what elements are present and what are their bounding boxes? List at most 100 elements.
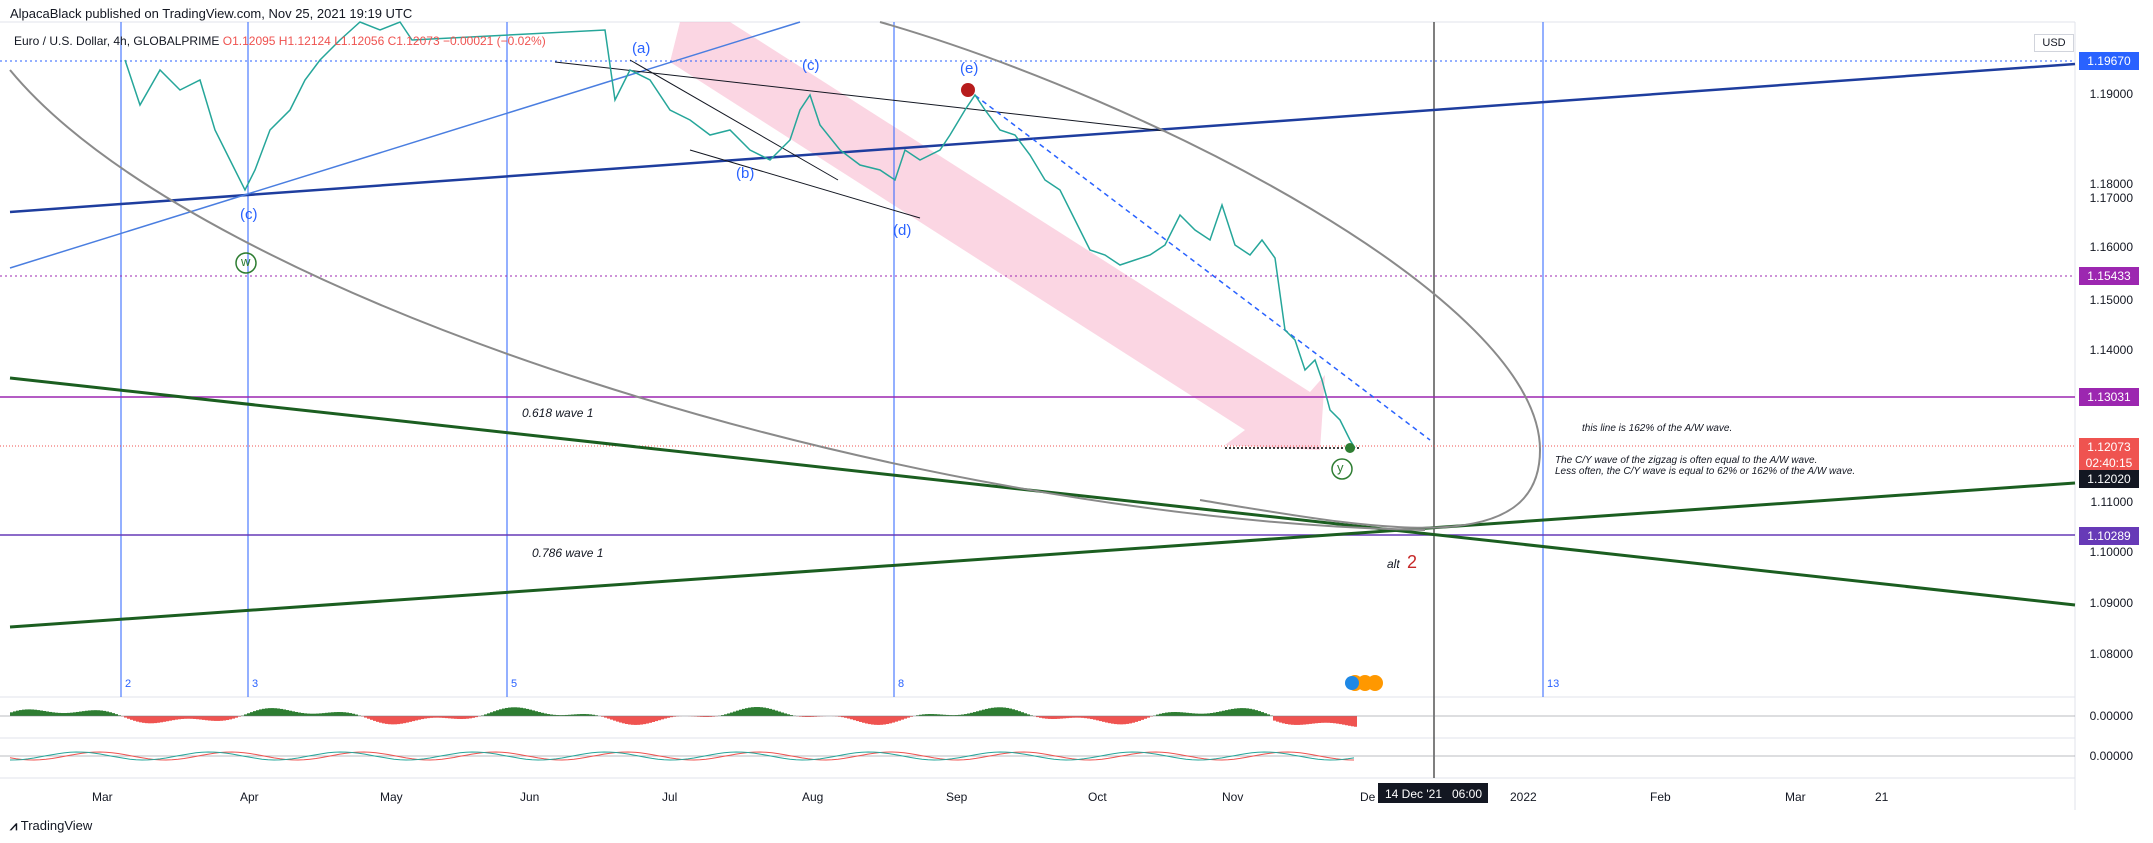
osc1-bar — [1210, 713, 1213, 716]
osc1-bar — [1123, 716, 1126, 725]
osc1-bar — [526, 708, 529, 716]
osc1-bar — [550, 714, 553, 716]
osc1-bar — [163, 716, 166, 722]
osc1-bar — [172, 716, 175, 721]
osc1-bar — [934, 714, 937, 716]
note-zigzag-1: The C/Y wave of the zigzag is often equa… — [1555, 455, 1818, 466]
price-tag-last: 1.12073 — [2079, 438, 2139, 456]
osc1-bar — [742, 708, 745, 716]
currency-button[interactable]: USD — [2034, 34, 2074, 52]
osc1-bar — [1198, 713, 1201, 716]
osc1-bar — [1111, 716, 1114, 724]
osc1-bar — [322, 713, 325, 716]
osc1-bar — [70, 712, 73, 716]
osc1-bar — [1099, 716, 1102, 722]
osc1-bar — [790, 715, 793, 716]
osc1-bar — [1006, 707, 1009, 716]
tradingview-brand[interactable]: ⩘ TradingView — [10, 818, 92, 834]
osc1-bar — [916, 715, 919, 716]
osc1-bar — [319, 713, 322, 716]
osc1-bar — [286, 710, 289, 716]
osc1-bar — [1105, 716, 1108, 723]
osc1-bar — [1000, 707, 1003, 716]
osc1-bar — [1183, 712, 1186, 716]
ohlc-values: O1.12095 H1.12124 L1.12056 C1.12073 −0.0… — [222, 34, 546, 48]
wave-e-marker[interactable] — [961, 83, 975, 97]
osc1-bar — [994, 707, 997, 716]
osc1-bar — [178, 716, 181, 720]
osc1-bar — [1303, 716, 1306, 725]
fib-618-label: 0.618 wave 1 — [522, 406, 594, 420]
symbol-name[interactable]: Euro / U.S. Dollar, 4h, GLOBALPRIME — [14, 34, 220, 48]
osc1-bar — [1159, 713, 1162, 716]
publisher-header: AlpacaBlack published on TradingView.com… — [10, 6, 413, 21]
osc1-bar — [907, 716, 910, 718]
price-tag-low: 1.10289 — [2079, 527, 2139, 545]
osc1-bar — [706, 716, 709, 717]
osc1-bar — [310, 713, 313, 716]
osc1-bar — [58, 712, 61, 716]
osc1-bar — [667, 716, 670, 718]
osc1-bar — [136, 716, 139, 722]
osc1-bar — [862, 716, 865, 723]
osc1-bar — [1003, 707, 1006, 716]
month-mar: Mar — [92, 790, 113, 804]
osc1-bar — [421, 716, 424, 720]
osc1-bar — [673, 716, 676, 717]
tick-1.08: 1.08000 — [2089, 647, 2133, 661]
osc1-bar — [505, 707, 508, 716]
osc1-bar — [1207, 713, 1210, 716]
osc1-bar — [1216, 711, 1219, 716]
green-trendline-up — [9, 481, 2076, 629]
osc1-bar — [94, 710, 97, 716]
osc1-bar — [76, 711, 79, 716]
osc1-bar — [670, 716, 673, 718]
event-icons[interactable] — [1345, 675, 1383, 691]
osc1-bar — [253, 711, 256, 716]
cycle-8: 8 — [898, 678, 905, 690]
osc1-bar — [19, 710, 22, 716]
month-feb: Feb — [1650, 790, 1671, 804]
osc1-bar — [634, 716, 637, 725]
osc1-bar — [1039, 716, 1042, 718]
fib-786-label: 0.786 wave 1 — [532, 546, 604, 560]
osc1-bar — [619, 716, 622, 723]
tick-1.18: 1.18000 — [2089, 177, 2133, 191]
osc1-bar — [1114, 716, 1117, 725]
osc1-bar — [610, 716, 613, 720]
osc1-bar — [841, 716, 844, 718]
wave-y-circle — [1331, 458, 1353, 480]
osc1-bar — [1297, 716, 1300, 725]
osc1-bar — [154, 716, 157, 724]
osc1-bar — [1246, 708, 1249, 716]
osc1-bar — [565, 714, 568, 716]
osc1-bar — [1255, 710, 1258, 716]
osc1-bar — [1060, 716, 1063, 719]
osc1-bar — [928, 714, 931, 716]
osc1-bar — [313, 713, 316, 716]
osc1-bar — [1018, 711, 1021, 716]
osc1-bar — [1015, 710, 1018, 716]
osc1-bar — [160, 716, 163, 723]
osc1-bar — [208, 716, 211, 721]
osc1-bar — [91, 710, 94, 716]
osc1-bar — [766, 708, 769, 716]
dashed-channel — [967, 89, 1431, 441]
wave-a-label: (a) — [632, 40, 651, 57]
osc1-bar — [1336, 716, 1339, 724]
osc1-bar — [1312, 716, 1315, 724]
osc1-bar — [1219, 711, 1222, 716]
osc1-bar — [100, 710, 103, 716]
osc1-bar — [538, 712, 541, 716]
osc1-bar — [409, 716, 412, 722]
osc1-bar — [910, 716, 913, 717]
cycle-13: 13 — [1547, 678, 1560, 690]
osc2-line-green — [9, 751, 1355, 761]
osc1-bar — [856, 716, 859, 722]
cycle-2: 2 — [125, 678, 132, 690]
osc1-bar — [469, 716, 472, 719]
osc1-bar — [568, 714, 571, 716]
osc1-bar — [1204, 713, 1207, 716]
osc1-bar — [493, 711, 496, 716]
